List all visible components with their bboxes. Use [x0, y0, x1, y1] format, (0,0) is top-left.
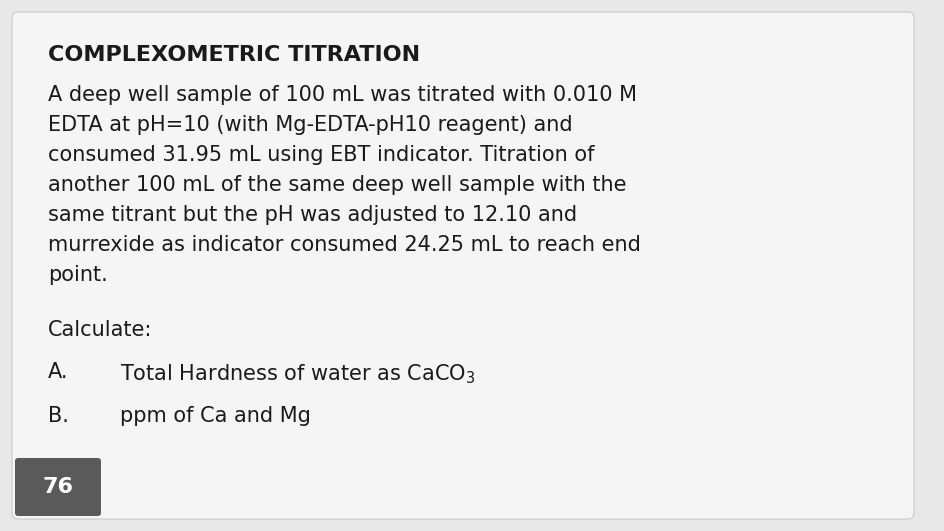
Text: COMPLEXOMETRIC TITRATION: COMPLEXOMETRIC TITRATION — [48, 45, 420, 65]
Text: A.: A. — [48, 362, 68, 382]
Text: B.: B. — [48, 406, 69, 426]
Text: ppm of Ca and Mg: ppm of Ca and Mg — [120, 406, 311, 426]
Text: same titrant but the pH was adjusted to 12.10 and: same titrant but the pH was adjusted to … — [48, 205, 577, 225]
Text: EDTA at pH=10 (with Mg-EDTA-pH10 reagent) and: EDTA at pH=10 (with Mg-EDTA-pH10 reagent… — [48, 115, 572, 135]
Text: point.: point. — [48, 265, 108, 285]
FancyBboxPatch shape — [12, 12, 913, 519]
Text: murrexide as indicator consumed 24.25 mL to reach end: murrexide as indicator consumed 24.25 mL… — [48, 235, 640, 255]
Text: consumed 31.95 mL using EBT indicator. Titration of: consumed 31.95 mL using EBT indicator. T… — [48, 145, 594, 165]
FancyBboxPatch shape — [15, 458, 101, 516]
Text: another 100 mL of the same deep well sample with the: another 100 mL of the same deep well sam… — [48, 175, 626, 195]
Text: Calculate:: Calculate: — [48, 320, 152, 340]
Text: Total Hardness of water as CaCO$_3$: Total Hardness of water as CaCO$_3$ — [120, 362, 475, 386]
Text: A deep well sample of 100 mL was titrated with 0.010 M: A deep well sample of 100 mL was titrate… — [48, 85, 636, 105]
Text: 76: 76 — [42, 477, 74, 497]
